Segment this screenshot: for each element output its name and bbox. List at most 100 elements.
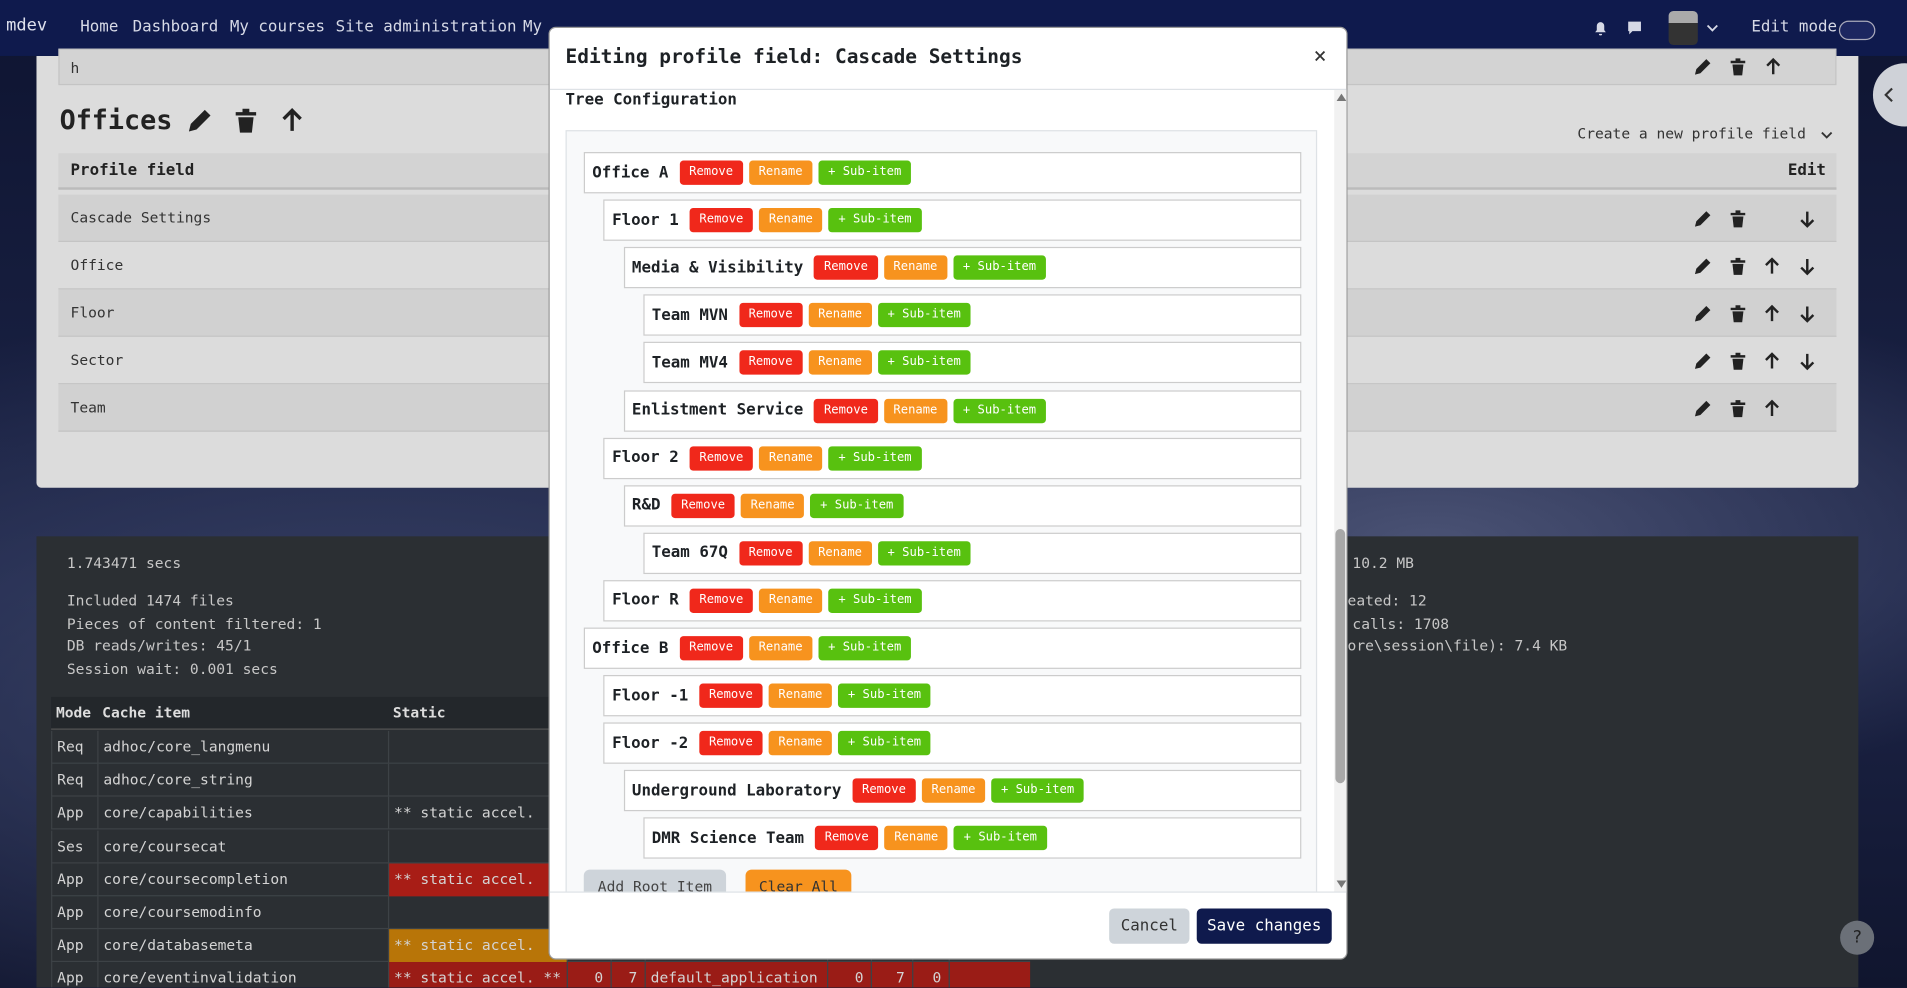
tree-add-sub-button[interactable]: + Sub-item [953,398,1046,423]
icon-part [1766,57,1781,75]
tree-add-sub-button[interactable]: + Sub-item [828,588,922,613]
tree-remove-button[interactable]: Remove [738,303,803,328]
tree-remove-button[interactable]: Remove [815,826,879,851]
tree-add-sub-button[interactable]: + Sub-item [877,350,971,376]
tree-remove-button[interactable]: Remove [689,208,754,233]
tree-remove-button[interactable]: Remove [738,540,803,566]
tree-add-sub-button[interactable]: + Sub-item [838,683,931,708]
scrollbar-thumb[interactable] [1335,529,1346,784]
icon-part [1694,59,1711,75]
row-edit[interactable] [1693,351,1712,370]
row-delete[interactable] [1728,257,1747,276]
create-field-link[interactable]: Create a new profile field [1577,125,1806,143]
nav-link[interactable]: Home [80,18,119,37]
tree-remove-button[interactable]: Remove [689,588,754,613]
tree-rename-button[interactable]: Rename [808,350,872,376]
tree-remove-button[interactable]: Remove [814,255,878,280]
tree-add-sub-button[interactable]: + Sub-item [810,493,904,518]
tree-remove-button[interactable]: Remove [852,778,916,804]
help-button[interactable]: ? [1840,920,1875,955]
user-menu-caret[interactable] [1706,22,1718,34]
row-edit[interactable] [1693,209,1712,228]
tree-rename-button[interactable]: Rename [759,208,823,233]
tree-add-sub-button[interactable]: + Sub-item [818,636,912,661]
row-move-down[interactable] [1798,304,1817,323]
tree-rename-button[interactable]: Rename [883,398,948,423]
nav-link[interactable]: Dashboard [132,18,219,37]
row-move-down[interactable] [1798,257,1817,276]
tree-remove-button[interactable]: Remove [679,160,743,185]
icon-part [1694,400,1711,417]
row-delete[interactable] [1728,304,1747,323]
tree-add-sub-button[interactable]: + Sub-item [828,445,922,471]
tree-rename-button[interactable]: Rename [921,778,986,804]
row-edit[interactable] [1693,399,1712,418]
row-delete[interactable] [1728,209,1747,228]
section-edit[interactable] [186,107,213,134]
cache-cell: ** static accel. [387,929,567,963]
tree-add-sub-button[interactable]: + Sub-item [877,303,971,328]
modal-close[interactable]: × [1313,43,1327,70]
tree-add-sub-button[interactable]: + Sub-item [953,255,1046,280]
drawer-chevron[interactable] [1881,86,1898,103]
tree-rename-button[interactable]: Rename [759,445,823,471]
icon-part [1706,24,1718,32]
tree-remove-button[interactable]: Remove [699,683,763,708]
tree-rename-button[interactable]: Rename [884,826,948,851]
section-trash[interactable] [232,107,259,134]
cache-cell-text: adhoc/core_langmenu [103,738,271,756]
tree-rename-button[interactable]: Rename [768,683,833,708]
tree-item-label: Floor -1 [612,686,689,705]
tree-remove-button[interactable]: Remove [738,350,803,376]
tree-remove-button[interactable]: Remove [679,636,743,661]
section-up[interactable] [279,107,306,134]
clear-all-button[interactable]: Clear All [745,869,852,892]
row-move-up[interactable] [1762,257,1781,276]
row-move-up[interactable] [1762,304,1781,323]
tree-add-sub-button[interactable]: + Sub-item [818,160,912,185]
tree-rename-button[interactable]: Rename [748,160,813,185]
tree-add-sub-button[interactable]: + Sub-item [828,208,922,233]
tree-remove-button[interactable]: Remove [814,398,878,423]
tree-rename-button[interactable]: Rename [808,540,872,566]
row-move-up[interactable] [1762,399,1781,418]
cancel-button[interactable]: Cancel [1109,908,1190,944]
nav-link[interactable]: My courses [229,18,326,37]
notifications[interactable] [1592,19,1609,36]
category-edit[interactable] [1693,57,1712,76]
avatar[interactable] [1668,10,1698,45]
row-edit[interactable] [1693,304,1712,323]
tree-rename-button[interactable]: Rename [748,636,813,661]
cache-cell: core/eventinvalidation [97,962,388,988]
nav-link[interactable]: My [522,18,543,37]
tree-add-sub-button[interactable]: + Sub-item [953,826,1047,851]
tree-rename-button[interactable]: Rename [883,255,948,280]
tree-rename-button[interactable]: Rename [740,493,805,518]
icon-part [1821,131,1833,139]
tree-add-sub-button[interactable]: + Sub-item [838,731,931,756]
row-move-down[interactable] [1798,209,1817,228]
edit-mode-toggle[interactable] [1838,20,1876,41]
tree-remove-button[interactable]: Remove [671,493,735,518]
tree-add-sub-button[interactable]: + Sub-item [877,540,971,566]
tree-rename-button[interactable]: Rename [808,303,872,328]
row-edit[interactable] [1693,257,1712,276]
nav-link[interactable]: Site administration [335,18,517,37]
cache-cell: App [51,797,97,830]
tree-remove-button[interactable]: Remove [689,445,754,471]
row-delete[interactable] [1728,399,1747,418]
tree-rename-button[interactable]: Rename [759,588,823,613]
category-up[interactable] [1763,57,1782,76]
tree-add-sub-button[interactable]: + Sub-item [991,778,1084,804]
save-button[interactable]: Save changes [1196,908,1332,944]
row-move-up[interactable] [1762,351,1781,370]
tree-remove-button[interactable]: Remove [699,731,763,756]
category-trash[interactable] [1728,57,1747,76]
create-field-caret[interactable] [1821,129,1833,141]
tree-rename-button[interactable]: Rename [768,731,833,756]
messages[interactable] [1626,19,1643,36]
add-root-button[interactable]: Add Root Item [583,869,727,892]
row-move-down[interactable] [1798,351,1817,371]
row-delete[interactable] [1728,351,1747,370]
icon-part [1765,352,1779,369]
